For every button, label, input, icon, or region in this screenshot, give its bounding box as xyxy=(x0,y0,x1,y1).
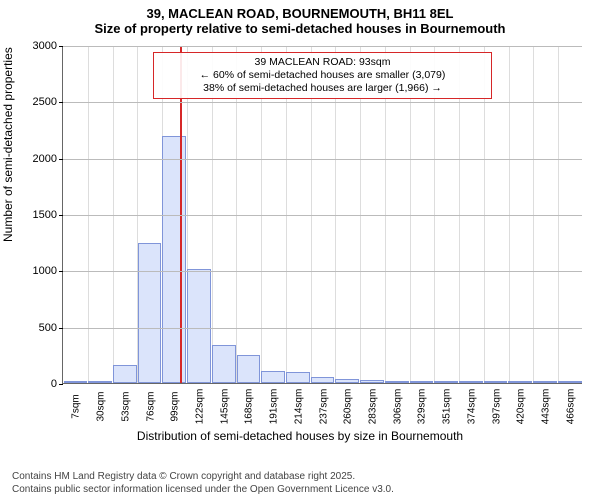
x-tick: 122sqm xyxy=(192,389,205,425)
x-tick: 7sqm xyxy=(69,394,82,418)
grid-line-h xyxy=(63,46,582,47)
annotation-line1: 39 MACLEAN ROAD: 93sqm xyxy=(160,56,485,69)
x-tick: 76sqm xyxy=(143,391,156,421)
histogram-bar: 7sqm xyxy=(64,381,88,383)
histogram-bar: 122sqm xyxy=(187,269,211,383)
histogram-bar: 76sqm xyxy=(138,243,162,383)
x-tick: 374sqm xyxy=(464,389,477,425)
footer-line2: Contains public sector information licen… xyxy=(12,484,394,497)
x-tick: 329sqm xyxy=(415,389,428,425)
grid-line-h xyxy=(63,159,582,160)
histogram-bar: 237sqm xyxy=(311,377,335,383)
histogram-bar: 466sqm xyxy=(558,381,582,383)
x-axis-label: Distribution of semi-detached houses by … xyxy=(0,429,600,443)
annotation-line3: 38% of semi-detached houses are larger (… xyxy=(160,82,485,95)
histogram-bar: 397sqm xyxy=(484,381,508,383)
histogram-bar: 260sqm xyxy=(335,379,359,384)
annotation-line2: ← 60% of semi-detached houses are smalle… xyxy=(160,69,485,82)
histogram-bar: 351sqm xyxy=(434,381,458,383)
y-tick: 2500 xyxy=(33,96,63,108)
x-tick: 443sqm xyxy=(539,389,552,425)
y-tick: 0 xyxy=(51,378,63,390)
x-tick: 351sqm xyxy=(440,389,453,425)
histogram-bar: 329sqm xyxy=(410,381,434,383)
y-tick: 1500 xyxy=(33,209,63,221)
histogram-bar: 214sqm xyxy=(286,372,310,383)
histogram-bar: 145sqm xyxy=(212,345,236,383)
y-tick: 500 xyxy=(39,322,63,334)
footer-line1: Contains HM Land Registry data © Crown c… xyxy=(12,471,394,484)
histogram-bar: 191sqm xyxy=(261,371,285,383)
grid-line-h xyxy=(63,215,582,216)
histogram-bar: 53sqm xyxy=(113,365,137,383)
histogram-bar: 99sqm xyxy=(162,136,186,383)
grid-line-h xyxy=(63,102,582,103)
chart-title-line1: 39, MACLEAN ROAD, BOURNEMOUTH, BH11 8EL xyxy=(0,6,600,21)
histogram-bar: 420sqm xyxy=(508,381,532,383)
x-tick: 306sqm xyxy=(390,389,403,425)
histogram-bar: 283sqm xyxy=(360,380,384,383)
x-tick: 145sqm xyxy=(217,389,230,425)
chart-area: Number of semi-detached properties 7sqm3… xyxy=(0,42,600,447)
histogram-bar: 30sqm xyxy=(88,381,112,383)
x-tick: 168sqm xyxy=(242,389,255,425)
y-axis-label: Number of semi-detached properties xyxy=(1,47,15,242)
annotation-box: 39 MACLEAN ROAD: 93sqm ← 60% of semi-det… xyxy=(153,52,492,99)
chart-title-block: 39, MACLEAN ROAD, BOURNEMOUTH, BH11 8EL … xyxy=(0,0,600,36)
x-tick: 191sqm xyxy=(267,389,280,425)
chart-title-line2: Size of property relative to semi-detach… xyxy=(0,21,600,36)
histogram-bar: 306sqm xyxy=(385,381,409,383)
histogram-bar: 443sqm xyxy=(533,381,557,383)
x-tick: 30sqm xyxy=(94,391,107,421)
plot-area: 7sqm30sqm53sqm76sqm99sqm122sqm145sqm168s… xyxy=(62,46,582,384)
grid-line-h xyxy=(63,271,582,272)
x-tick: 283sqm xyxy=(365,389,378,425)
x-tick: 214sqm xyxy=(291,389,304,425)
y-tick: 3000 xyxy=(33,40,63,52)
x-tick: 466sqm xyxy=(563,389,576,425)
histogram-bar: 374sqm xyxy=(459,381,483,383)
x-tick: 53sqm xyxy=(118,391,131,421)
histogram-bar: 168sqm xyxy=(237,355,261,383)
y-tick: 1000 xyxy=(33,265,63,277)
y-tick: 2000 xyxy=(33,153,63,165)
x-tick: 99sqm xyxy=(168,391,181,421)
x-tick: 260sqm xyxy=(341,389,354,425)
grid-line-h xyxy=(63,328,582,329)
footer-attribution: Contains HM Land Registry data © Crown c… xyxy=(12,471,394,496)
x-tick: 397sqm xyxy=(489,389,502,425)
x-tick: 420sqm xyxy=(514,389,527,425)
x-tick: 237sqm xyxy=(316,389,329,425)
